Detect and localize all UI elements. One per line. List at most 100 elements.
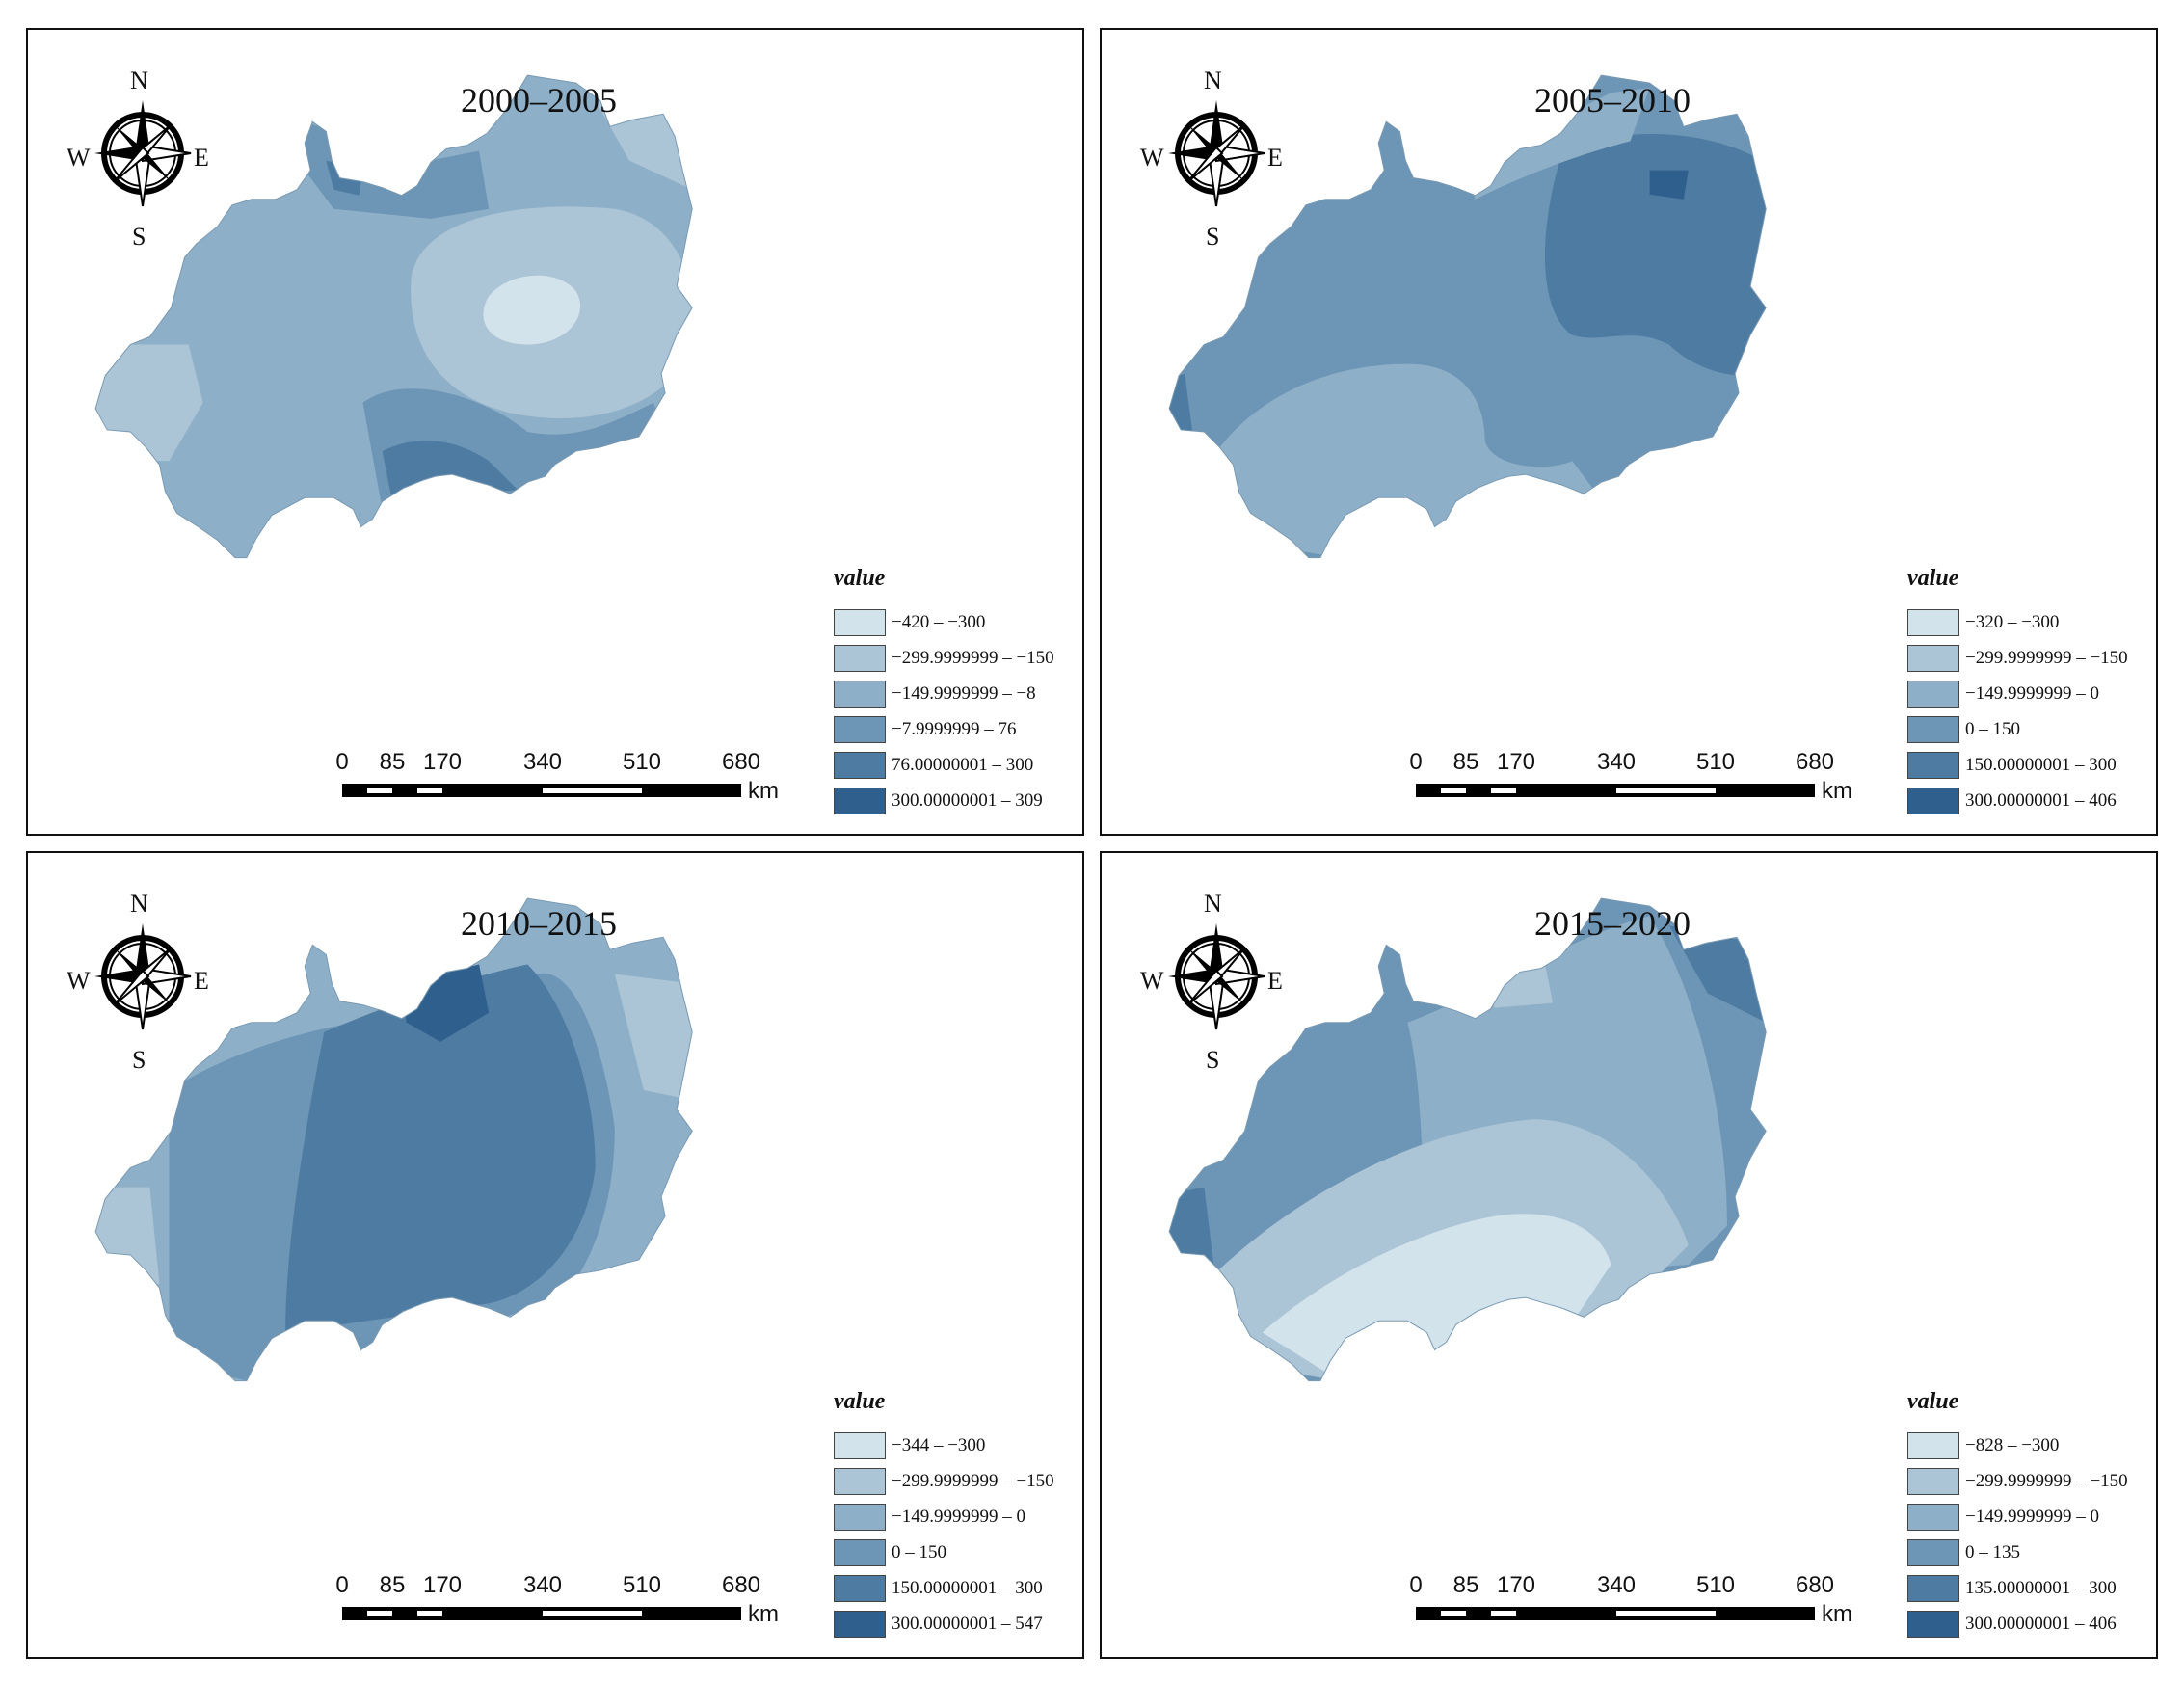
scale-tick-label: 170: [1496, 749, 1536, 775]
compass-e-label: E: [1267, 967, 1283, 995]
compass-rose-icon: [94, 100, 192, 207]
map-canvas: [94, 74, 693, 559]
legend-item: −299.9999999 – −150: [1907, 1463, 2156, 1499]
scale-bar-graphic: [1416, 784, 1815, 797]
compass-w-label: W: [67, 144, 91, 172]
legend-item: 0 – 135: [1907, 1535, 2156, 1570]
legend-item: −149.9999999 – 0: [1907, 676, 2156, 711]
legend-swatch: [834, 608, 886, 636]
legend-swatch: [834, 715, 886, 743]
zone-ne-darkest: [1649, 170, 1689, 200]
legend-title: value: [834, 1389, 886, 1414]
compass-w-label: W: [1140, 144, 1164, 172]
zone-north-light: [1475, 954, 1554, 1008]
legend-item: 76.00000001 – 300: [834, 747, 1082, 783]
zone-north: [301, 121, 490, 219]
legend-swatch: [834, 1610, 886, 1638]
legend-label: 150.00000001 – 300: [892, 1577, 1043, 1598]
scale-tick-label: 510: [1695, 749, 1736, 775]
legend-swatch: [1907, 608, 1959, 636]
zone-center-dark: [285, 964, 596, 1333]
legend-label: −149.9999999 – 0: [892, 1506, 1025, 1527]
legend-label: 0 – 150: [1965, 718, 2020, 739]
legend-item: 300.00000001 – 309: [834, 783, 1082, 818]
legend-label: −299.9999999 – −150: [892, 647, 1054, 668]
compass-w-label: W: [1140, 967, 1164, 995]
scale-bar-graphic: [342, 784, 741, 797]
legend-item: 150.00000001 – 300: [834, 1570, 1082, 1606]
legend-item: −344 – −300: [834, 1428, 1082, 1463]
legend-item: 300.00000001 – 406: [1907, 783, 2156, 818]
legend-swatch: [1907, 1574, 1959, 1602]
legend-item: −299.9999999 – −150: [1907, 640, 2156, 676]
legend-label: −320 – −300: [1965, 611, 2060, 632]
legend-title: value: [1907, 1389, 1959, 1414]
compass-rose-icon: [94, 923, 192, 1030]
map-title: 2005–2010: [1534, 81, 1691, 120]
legend-label: −7.9999999 – 76: [892, 718, 1017, 739]
legend-label: −299.9999999 – −150: [892, 1470, 1054, 1491]
north-arrow: N S W E: [67, 890, 211, 1074]
scale-tick-label: 170: [1496, 1572, 1536, 1598]
compass-n-label: N: [130, 890, 148, 918]
legend-swatch: [1907, 715, 1959, 743]
map-title: 2015–2020: [1534, 904, 1691, 943]
legend-label: −149.9999999 – −8: [892, 682, 1036, 704]
legend-swatch: [1907, 1610, 1959, 1638]
scale-tick-label: 680: [1795, 749, 1835, 775]
legend-item: −320 – −300: [1907, 604, 2156, 640]
legend-swatch: [1907, 1431, 1959, 1459]
legend-label: −299.9999999 – −150: [1965, 1470, 2128, 1491]
compass-e-label: E: [1267, 144, 1283, 172]
legend-label: 300.00000001 – 406: [1965, 789, 2117, 811]
legend-swatch: [834, 1538, 886, 1566]
scale-bar: 0 85 170 340 510 680 km: [1409, 749, 1878, 826]
legend-item: 0 – 150: [1907, 711, 2156, 747]
scale-tick-label: 510: [622, 749, 662, 775]
legend-item: −149.9999999 – 0: [1907, 1499, 2156, 1535]
zone-lightest: [483, 275, 581, 345]
scale-tick-label: 85: [379, 749, 406, 775]
legend-swatch: [834, 1574, 886, 1602]
legend-title: value: [1907, 566, 1959, 591]
compass-w-label: W: [67, 967, 91, 995]
legend-swatch: [1907, 787, 1959, 814]
legend-label: −344 – −300: [892, 1434, 986, 1455]
scale-tick-label: 340: [1596, 749, 1637, 775]
scale-bar-graphic: [342, 1607, 741, 1620]
scale-tick-label: 170: [422, 1572, 463, 1598]
legend-swatch: [1907, 1467, 1959, 1495]
zone-east-light: [614, 974, 693, 1101]
north-arrow: N S W E: [67, 67, 211, 251]
map-title: 2000–2005: [461, 81, 617, 120]
scale-bar: 0 85 170 340 510 680 km: [335, 749, 805, 826]
compass-n-label: N: [130, 67, 148, 94]
legend-swatch: [834, 1503, 886, 1531]
legend-swatch: [834, 751, 886, 779]
legend-label: 300.00000001 – 547: [892, 1613, 1043, 1634]
scale-tick-label: 85: [1452, 1572, 1479, 1598]
map-panel-2010-2015: 2010–2015 N S W E value −344 – −300 −299…: [26, 851, 1084, 1659]
legend: value −420 – −300 −299.9999999 – −150 −1…: [834, 566, 1082, 818]
compass-s-label: S: [132, 223, 146, 251]
legend-label: 300.00000001 – 406: [1965, 1613, 2117, 1634]
legend-item: −299.9999999 – −150: [834, 1463, 1082, 1499]
scale-tick-label: 340: [522, 1572, 563, 1598]
scale-tick-label: 0: [335, 1572, 349, 1598]
scale-tick-label: 170: [422, 749, 463, 775]
legend-item: 150.00000001 – 300: [1907, 747, 2156, 783]
compass-rose-icon: [1168, 923, 1265, 1030]
compass-s-label: S: [1206, 1046, 1220, 1074]
legend-item: −420 – −300: [834, 604, 1082, 640]
legend-title: value: [834, 566, 886, 591]
scale-tick-label: 680: [721, 1572, 761, 1598]
legend-label: −299.9999999 – −150: [1965, 647, 2128, 668]
compass-rose-icon: [1168, 100, 1265, 207]
map-panel-2015-2020: 2015–2020 N S W E value −828 – −300 −299…: [1100, 851, 2158, 1659]
legend-label: −149.9999999 – 0: [1965, 682, 2099, 704]
legend-item: −149.9999999 – 0: [834, 1499, 1082, 1535]
legend-swatch: [834, 787, 886, 814]
legend-item: 0 – 150: [834, 1535, 1082, 1570]
legend-swatch: [1907, 680, 1959, 708]
scale-unit: km: [748, 778, 779, 804]
